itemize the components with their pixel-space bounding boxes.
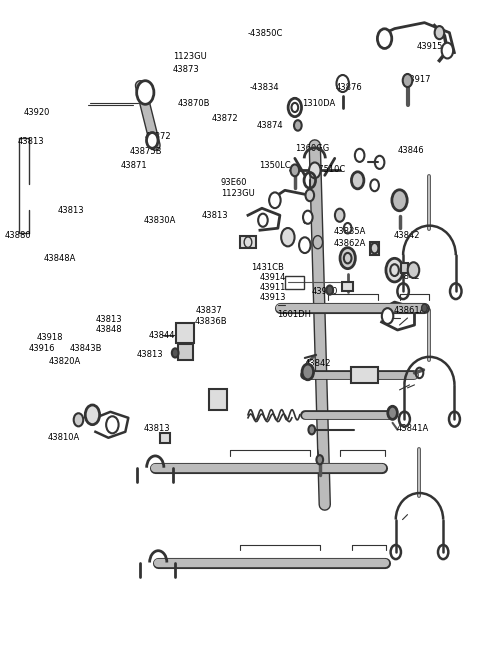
Text: 1360GG: 1360GG [295, 144, 329, 152]
Circle shape [269, 193, 281, 208]
Bar [160, 433, 170, 443]
Text: 43837: 43837 [196, 306, 223, 315]
Circle shape [290, 164, 299, 176]
Text: 43842: 43842 [305, 359, 331, 368]
Text: 43872: 43872 [144, 132, 171, 141]
Bar [176, 323, 194, 343]
Text: 43813: 43813 [57, 206, 84, 215]
Text: 43842: 43842 [393, 231, 420, 240]
Bar [351, 367, 378, 383]
Text: 43813: 43813 [202, 211, 228, 219]
Circle shape [351, 171, 364, 189]
Circle shape [137, 81, 154, 104]
Text: 43873: 43873 [173, 65, 200, 74]
Text: 43911: 43911 [259, 283, 286, 292]
Circle shape [74, 413, 83, 426]
Text: 43914: 43914 [259, 273, 286, 282]
Text: 43875B: 43875B [130, 147, 162, 156]
Circle shape [281, 228, 295, 246]
Circle shape [388, 406, 397, 419]
Bar [401, 263, 408, 273]
Text: 43830A: 43830A [144, 215, 176, 225]
Circle shape [335, 209, 345, 222]
Text: 43820A: 43820A [48, 357, 81, 366]
Circle shape [303, 211, 312, 224]
Text: 1601DH: 1601DH [277, 310, 312, 319]
Circle shape [386, 258, 403, 282]
Text: 43862A: 43862A [333, 238, 366, 248]
Text: 17510C: 17510C [313, 166, 345, 174]
Circle shape [85, 405, 100, 424]
Text: 43913: 43913 [259, 293, 286, 302]
Circle shape [309, 425, 315, 434]
Text: 43813: 43813 [96, 315, 122, 324]
Circle shape [258, 214, 268, 227]
Text: 43842: 43842 [393, 271, 420, 281]
Text: 1123GU: 1123GU [173, 52, 207, 61]
Text: 43874: 43874 [257, 121, 283, 130]
Circle shape [434, 26, 444, 39]
Text: 43835A: 43835A [333, 227, 366, 236]
Text: 43846: 43846 [398, 146, 425, 154]
Text: 1123GU: 1123GU [221, 189, 254, 198]
Circle shape [408, 262, 419, 278]
Text: 43841A: 43841A [397, 424, 429, 433]
Circle shape [340, 248, 355, 269]
Text: 43810A: 43810A [48, 434, 80, 442]
Circle shape [442, 43, 453, 58]
Text: 43872: 43872 [211, 114, 238, 124]
Text: 43861A: 43861A [393, 306, 426, 315]
Circle shape [106, 417, 119, 434]
Circle shape [305, 189, 314, 201]
Text: 43843B: 43843B [70, 344, 103, 353]
Text: 43915: 43915 [417, 42, 444, 51]
Text: 1310DA: 1310DA [302, 99, 336, 108]
Text: 43844: 43844 [149, 330, 176, 340]
Circle shape [377, 29, 392, 49]
Circle shape [302, 364, 313, 380]
Text: 43876: 43876 [336, 83, 362, 92]
Text: 43910: 43910 [312, 286, 338, 296]
Bar [178, 344, 193, 360]
Circle shape [146, 133, 158, 148]
Circle shape [172, 348, 179, 357]
Circle shape [382, 308, 393, 324]
Bar [209, 390, 227, 411]
Bar [342, 281, 353, 290]
Text: 43836B: 43836B [194, 317, 227, 326]
Text: 43871: 43871 [120, 162, 147, 170]
Text: 43870B: 43870B [178, 99, 210, 108]
Text: 43813: 43813 [137, 350, 164, 359]
Circle shape [421, 304, 427, 312]
Text: 43880: 43880 [4, 231, 31, 240]
Circle shape [403, 74, 412, 87]
Text: 1431CB: 1431CB [251, 263, 284, 272]
Text: 43920: 43920 [24, 108, 50, 117]
Text: 43848A: 43848A [44, 254, 76, 263]
Text: 43917: 43917 [405, 75, 432, 84]
Text: 43813: 43813 [17, 137, 44, 146]
Text: 43916: 43916 [28, 344, 55, 353]
Bar [370, 242, 379, 255]
Text: -43834: -43834 [250, 83, 279, 92]
Circle shape [392, 190, 407, 211]
Circle shape [294, 120, 301, 131]
Text: 43813: 43813 [144, 424, 170, 433]
Text: 43918: 43918 [36, 332, 63, 342]
Text: 93E60: 93E60 [221, 179, 247, 187]
Text: 43848: 43848 [96, 325, 122, 334]
Text: -43850C: -43850C [247, 29, 283, 38]
Text: 1350LC: 1350LC [259, 162, 291, 170]
Bar [285, 275, 304, 288]
Bar [240, 237, 256, 248]
Circle shape [309, 162, 321, 178]
Circle shape [316, 455, 323, 464]
Circle shape [326, 286, 333, 295]
